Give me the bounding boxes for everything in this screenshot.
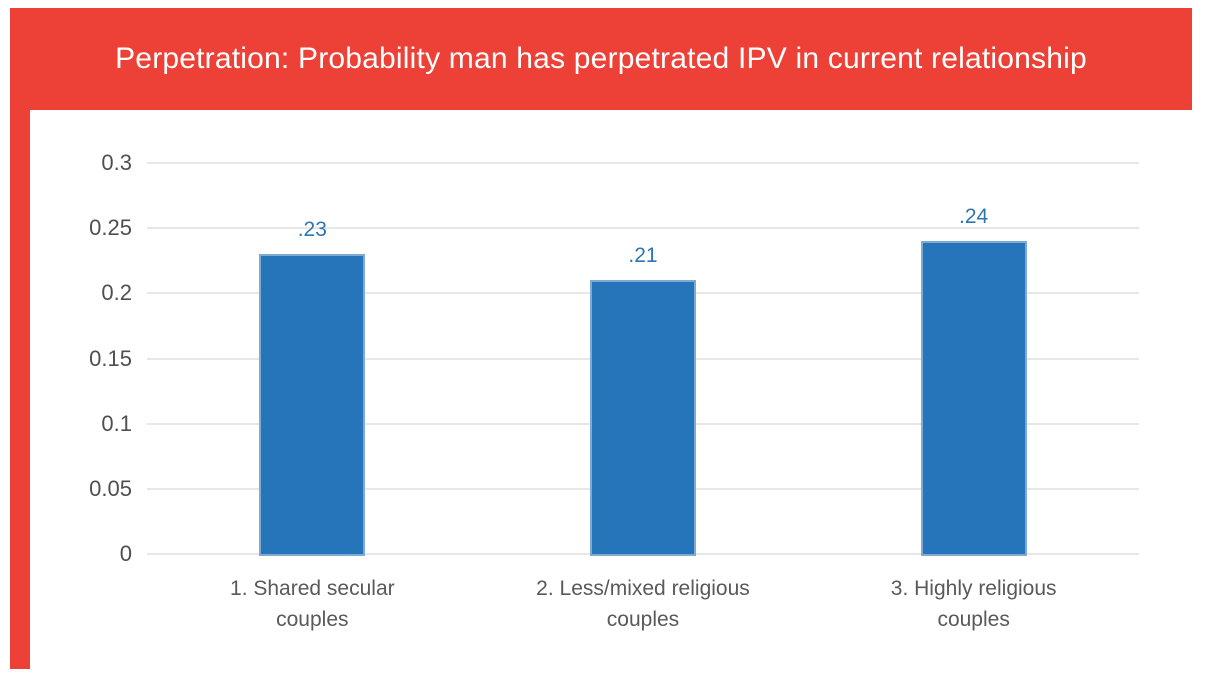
y-tick-label: 0.15 — [89, 345, 132, 371]
y-tick-label: 0.25 — [89, 215, 132, 241]
category-label: 1. Shared secular couples — [230, 577, 395, 631]
y-tick-label: 0 — [119, 541, 132, 566]
category-label: 3. Highly religious couples — [890, 577, 1057, 631]
bar — [259, 254, 366, 556]
title-banner: Perpetration: Probability man has perpet… — [10, 8, 1192, 110]
bar-slot: .21 2. Less/mixed religious couples — [478, 163, 809, 631]
y-tick-label: 0.05 — [89, 475, 132, 501]
gridline — [147, 162, 1139, 164]
bar-value-label: .24 — [959, 205, 989, 229]
bar — [920, 241, 1027, 556]
chart-title: Perpetration: Probability man has perpet… — [115, 42, 1087, 75]
y-tick-label: 0.2 — [101, 280, 132, 306]
bar-slot: .24 3. Highly religious couples — [808, 163, 1139, 631]
bar-value-label: .23 — [297, 218, 327, 242]
bar-value-label: .21 — [628, 244, 658, 268]
category-label: 2. Less/mixed religious couples — [536, 577, 750, 631]
gridline — [147, 227, 1139, 230]
bar — [589, 280, 696, 556]
plot-area: 0 0.05 0.1 0.15 0.2 0.25 0.3 .23 1. Shared secul… — [89, 150, 1139, 631]
bar-chart: 0 0.05 0.1 0.15 0.2 0.25 0.3 .23 1. Shared secul… — [0, 110, 1215, 685]
bar-slot: .23 1. Shared secular couples — [147, 163, 478, 631]
red-accent-strip — [10, 110, 30, 669]
y-tick-label: 0.1 — [101, 410, 132, 436]
y-tick-label: 0.3 — [101, 150, 132, 175]
